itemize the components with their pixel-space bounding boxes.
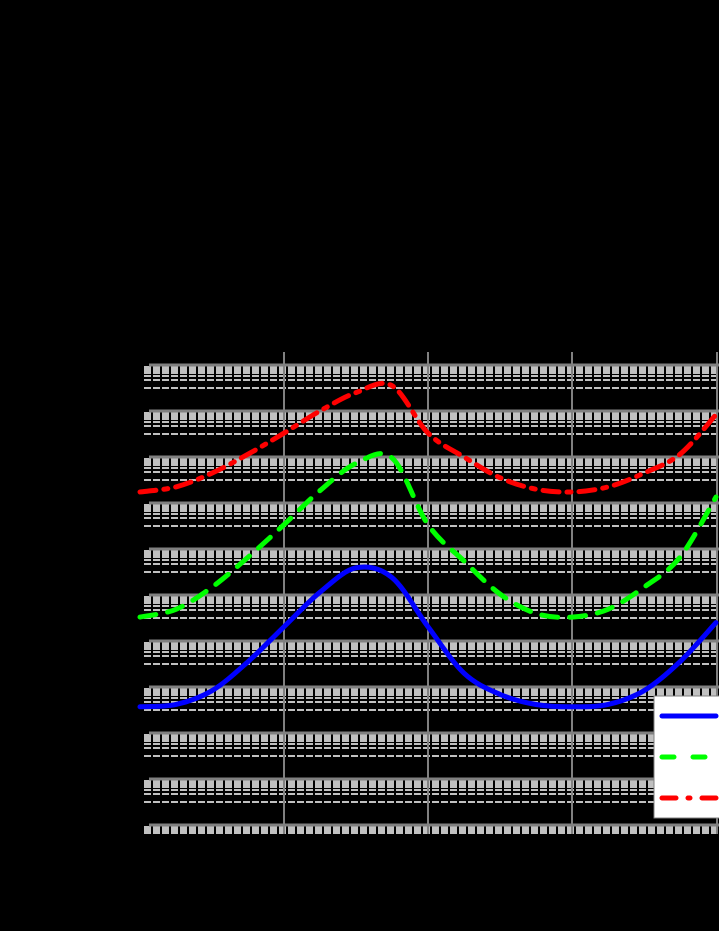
series-line-3 — [137, 380, 719, 495]
data-series — [137, 380, 719, 710]
series-line-2 — [137, 451, 719, 620]
legend — [653, 695, 719, 819]
series-line-1 — [137, 564, 719, 710]
